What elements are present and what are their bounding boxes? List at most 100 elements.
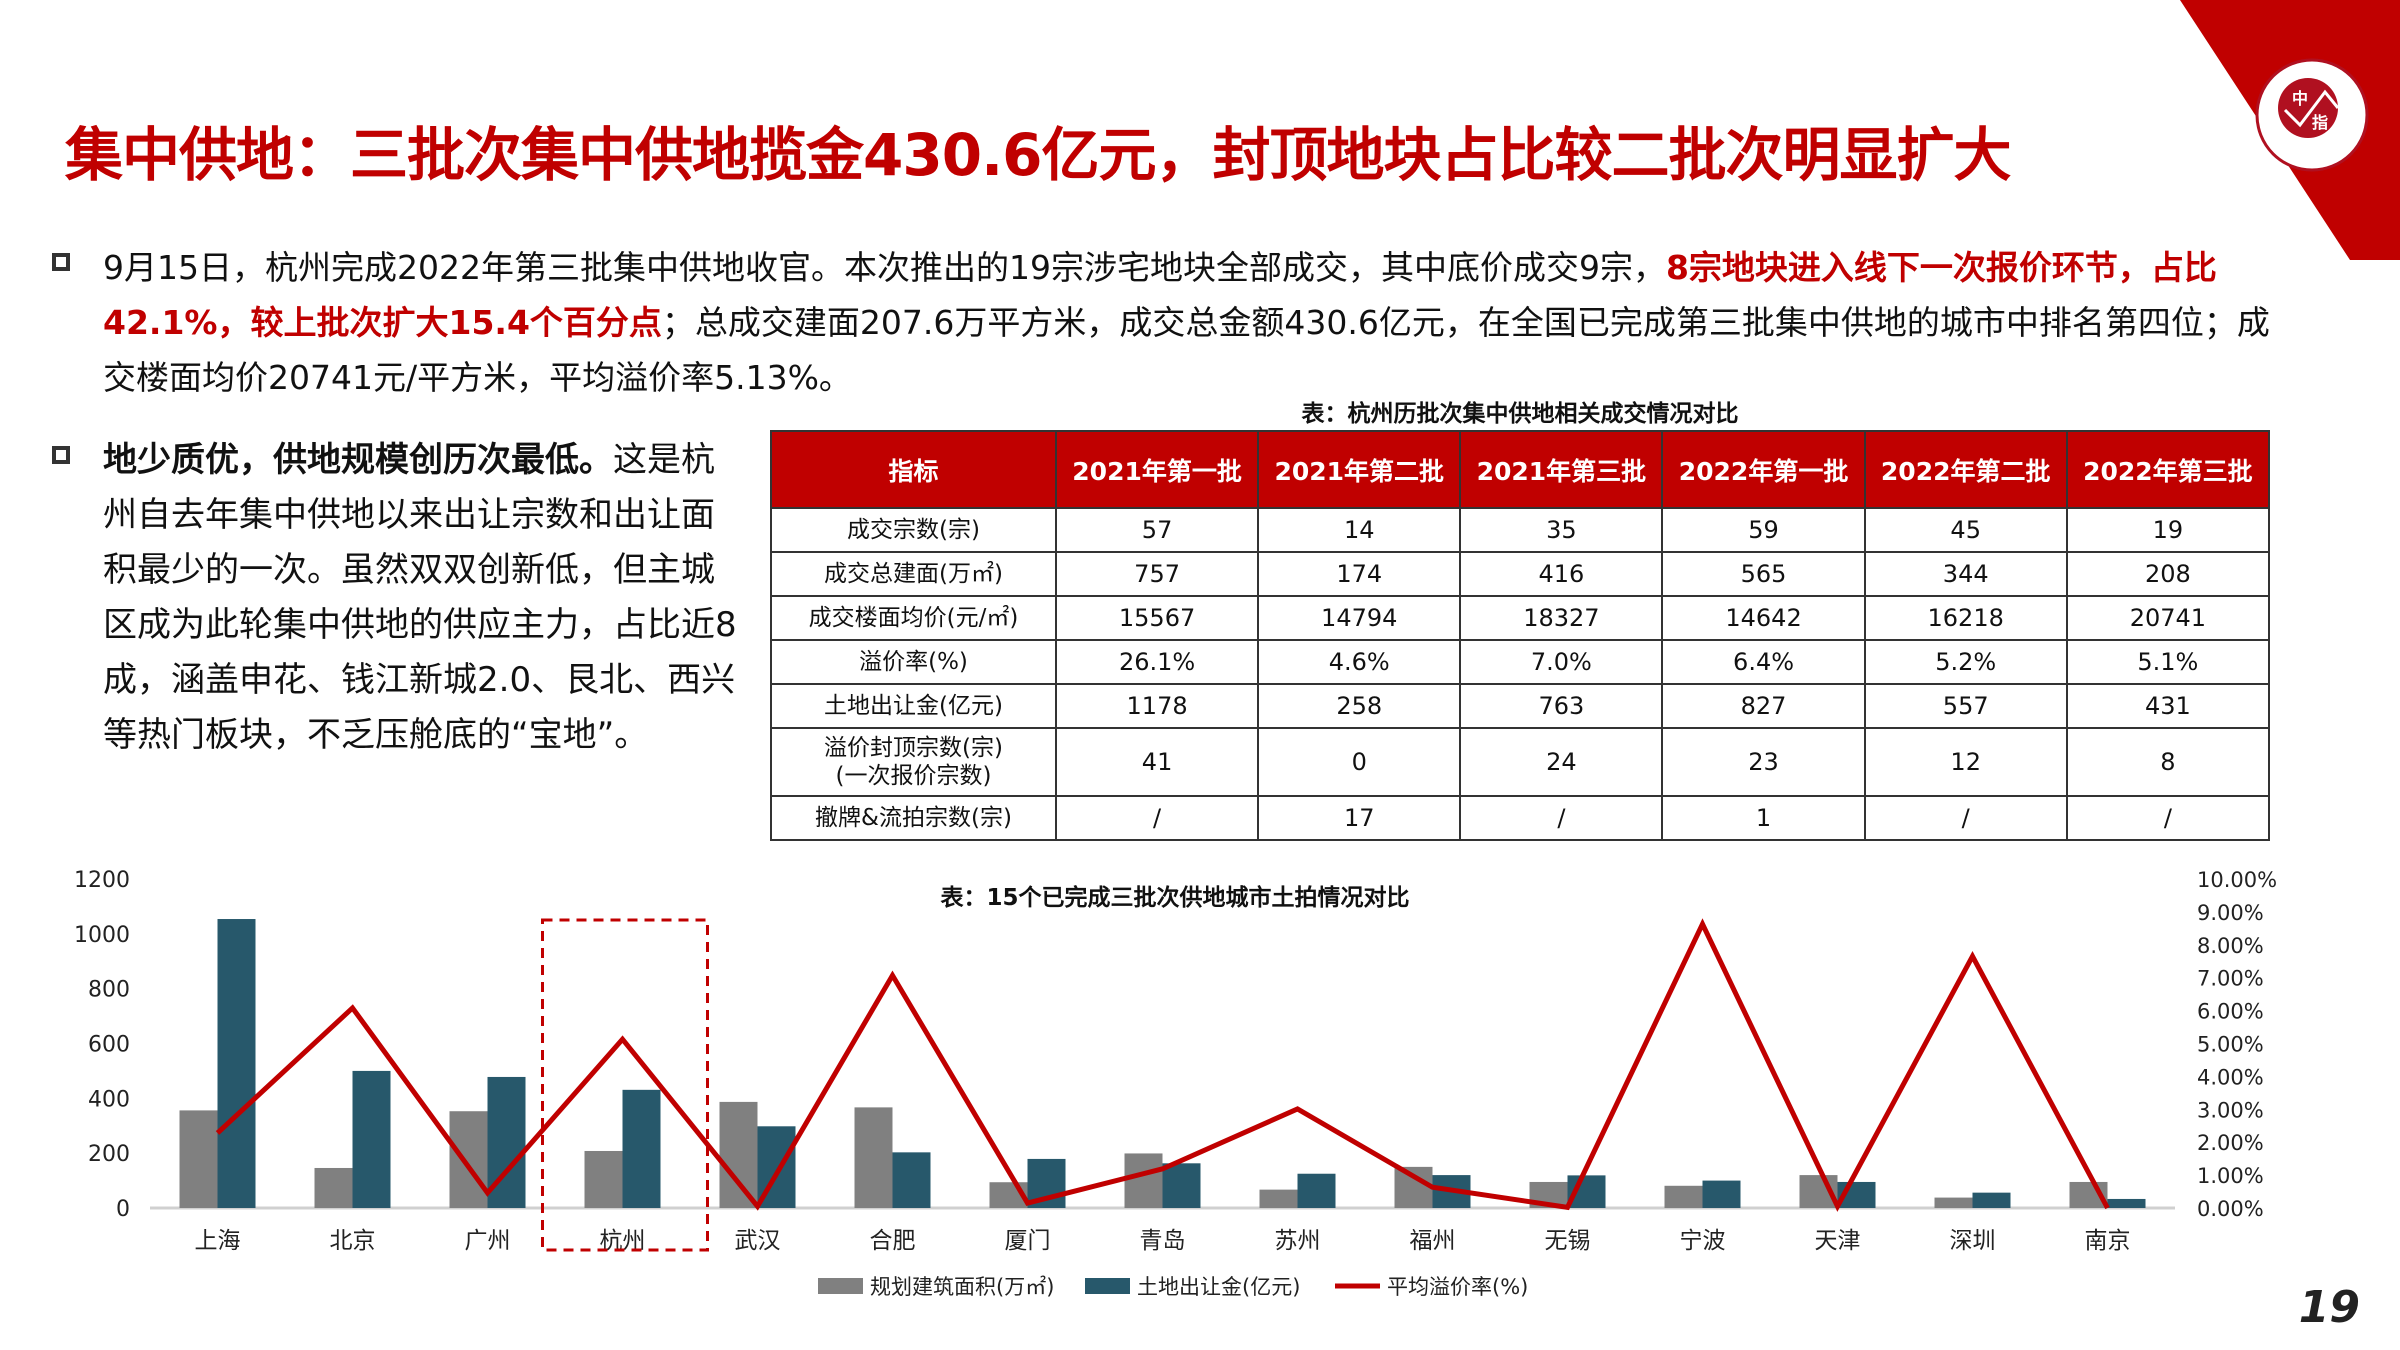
table-cell: 19 (2065, 507, 2271, 553)
legend-label: 土地出让金(亿元) (1137, 1275, 1300, 1299)
summary-highlight: 8宗地块进入线下一次报价环节，占比42.1%，较上批次扩大15.4个百分点 (103, 248, 2217, 342)
y2-tick-label: 6.00% (2197, 1000, 2264, 1024)
supply-heading: 地少质优，供地规模创历次最低。 (103, 440, 613, 480)
y-tick-label: 400 (88, 1087, 130, 1112)
table-cell: 35 (1459, 507, 1664, 553)
row-label-text: 撤牌&流拍宗数(宗) (815, 805, 1012, 831)
x-tick-label: 合肥 (870, 1228, 916, 1254)
bar-land-revenue (892, 1152, 931, 1208)
row-label: 成交楼面均价(元/㎡) (770, 595, 1057, 641)
column-header: 2021年第二批 (1257, 430, 1462, 509)
row-label: 撤牌&流拍宗数(宗) (770, 795, 1057, 841)
table-row: 溢价率(%) 26.1% 4.6% 7.0% 6.4% 5.2% 5.1% (770, 639, 2271, 685)
highlight-box (541, 918, 709, 1252)
bar-land-revenue (1972, 1192, 2011, 1208)
bar-land-revenue (622, 1089, 661, 1208)
table-cell: 18327 (1459, 595, 1664, 641)
bullet-icon (52, 446, 70, 464)
y-tick-label: 600 (88, 1033, 130, 1058)
bar-land-revenue (2107, 1198, 2146, 1208)
y-tick-label: 1200 (74, 868, 130, 893)
table-cell: 24 (1459, 727, 1664, 797)
bar-planned-area (1124, 1153, 1163, 1208)
table-cell: 0 (1257, 727, 1462, 797)
chart-title: 表：15个已完成三批次供地城市土拍情况对比 (940, 884, 1409, 911)
bar-planned-area (314, 1167, 353, 1208)
table-cell: 14 (1257, 507, 1462, 553)
city-land-auction-chart: 0 200 400 600 800 1000 1200 0.00% 1.00% 2.00% 3.00… (74, 868, 2277, 1299)
y-tick-label: 0 (116, 1197, 130, 1222)
table-cell: 59 (1661, 507, 1866, 553)
table-cell: 557 (1863, 683, 2068, 729)
table-cell: 16218 (1863, 595, 2068, 641)
row-label-text: 溢价封顶宗数(宗) (824, 735, 1003, 761)
bar-land-revenue (352, 1070, 391, 1208)
table-header-row: 指标 2021年第一批 2021年第二批 2021年第三批 2022年第一批 2022年第… (770, 430, 2271, 509)
table-cell: / (1863, 795, 2068, 841)
table-cell: 4.6% (1257, 639, 1462, 685)
table-cell: / (1459, 795, 1664, 841)
y2-tick-label: 9.00% (2197, 901, 2264, 925)
x-tick-label: 宁波 (1680, 1228, 1726, 1254)
table-cell: 763 (1459, 683, 1664, 729)
legend-label: 规划建筑面积(万㎡) (870, 1275, 1054, 1299)
table-row: 溢价封顶宗数(宗) (一次报价宗数) 41 0 24 23 12 8 (770, 727, 2271, 797)
bar-planned-area (1934, 1197, 1973, 1208)
table-cell: 208 (2065, 551, 2271, 597)
y2-tick-label: 0.00% (2197, 1197, 2264, 1221)
table-cell: 6.4% (1661, 639, 1866, 685)
row-label-sub: (一次报价宗数) (835, 763, 992, 789)
y2-tick-label: 5.00% (2197, 1033, 2264, 1057)
table-cell: 416 (1459, 551, 1664, 597)
y2-tick-label: 10.00% (2197, 868, 2277, 892)
table-cell: 1 (1661, 795, 1866, 841)
supply-paragraph: 地少质优，供地规模创历次最低。这是杭州自去年集中供地以来出让宗数和出让面积最少的… (103, 433, 743, 763)
bar-planned-area (1664, 1185, 1703, 1208)
row-label: 溢价率(%) (770, 639, 1057, 685)
y2-tick-label: 7.00% (2197, 967, 2264, 991)
bar-planned-area (1394, 1166, 1433, 1208)
table-cell: 23 (1661, 727, 1866, 797)
table-cell: 565 (1661, 551, 1866, 597)
table-cell: 57 (1054, 507, 1260, 553)
table-cell: 26.1% (1054, 639, 1260, 685)
row-label-text: 成交宗数(宗) (847, 517, 980, 543)
column-header: 2022年第二批 (1863, 430, 2068, 509)
page-title: 集中供地：三批次集中供地揽金430.6亿元，封顶地块占比较二批次明显扩大 (65, 121, 2011, 189)
x-tick-label: 广州 (465, 1228, 511, 1254)
table-row: 成交总建面(万㎡) 757 174 416 565 344 208 (770, 551, 2271, 597)
column-header: 2021年第一批 (1054, 430, 1260, 509)
column-header: 2022年第一批 (1661, 430, 1866, 509)
bar-land-revenue (1162, 1163, 1201, 1208)
bar-land-revenue (1297, 1173, 1336, 1208)
column-header: 2021年第三批 (1459, 430, 1664, 509)
row-label-text: 土地出让金(亿元) (824, 693, 1003, 719)
row-label: 土地出让金(亿元) (770, 683, 1057, 729)
svg-text:中: 中 (2292, 89, 2308, 108)
svg-text:指: 指 (2312, 113, 2328, 132)
table-cell: 174 (1257, 551, 1462, 597)
bar-planned-area (1259, 1189, 1298, 1208)
table-row: 撤牌&流拍宗数(宗)/17/1// (770, 795, 2271, 841)
row-label: 成交宗数(宗) (770, 507, 1057, 553)
table-cell: 20741 (2065, 595, 2271, 641)
table-cell: 14642 (1661, 595, 1866, 641)
y2-tick-label: 8.00% (2197, 934, 2264, 958)
x-tick-label: 青岛 (1140, 1228, 1186, 1254)
table-row: 土地出让金(亿元) 1178 258 763 827 557 431 (770, 683, 2271, 729)
summary-text-2: ；总成交建面207.6万平方米，成交总金额430.6亿元，在全国已完成第三批集中… (103, 303, 2270, 397)
table-cell: 8 (2065, 727, 2271, 797)
bar-land-revenue (217, 919, 256, 1208)
row-label: 溢价封顶宗数(宗) (一次报价宗数) (770, 727, 1057, 797)
table-cell: 15567 (1054, 595, 1260, 641)
y2-tick-label: 1.00% (2197, 1164, 2264, 1188)
table-cell: 41 (1054, 727, 1260, 797)
y2-tick-label: 2.00% (2197, 1131, 2264, 1155)
table-cell: 5.1% (2065, 639, 2271, 685)
table-cell: / (2065, 795, 2271, 841)
bar-planned-area (719, 1101, 758, 1208)
y2-tick-label: 3.00% (2197, 1098, 2264, 1122)
row-label-text: 溢价率(%) (859, 649, 968, 675)
brand-corner-logo: 中 指 (2180, 0, 2400, 260)
row-label: 成交总建面(万㎡) (770, 551, 1057, 597)
